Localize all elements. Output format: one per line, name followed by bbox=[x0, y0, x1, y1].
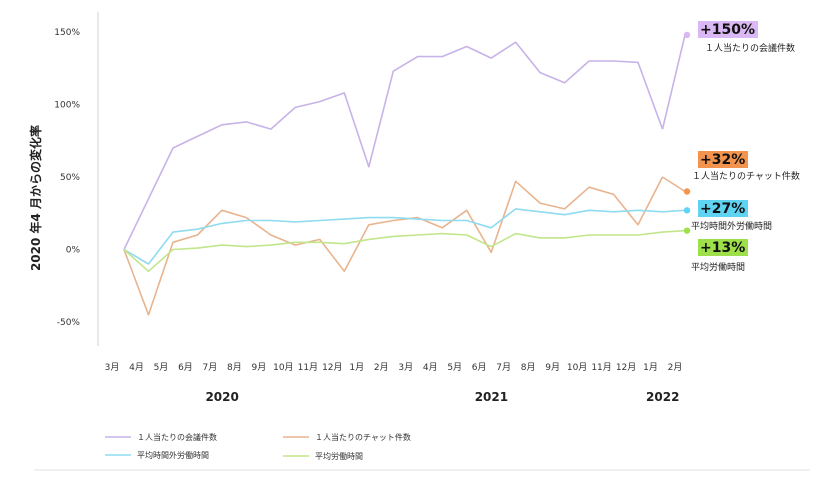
x-tick-label: 11月 bbox=[298, 362, 318, 373]
year-labels: 2020 2021 2022 bbox=[205, 390, 679, 404]
year-label: 2020 bbox=[205, 390, 238, 404]
x-tick-label: 7月 bbox=[203, 362, 218, 373]
series-line-end bbox=[661, 34, 686, 130]
change-badge bbox=[698, 239, 748, 256]
year-label: 2021 bbox=[475, 390, 508, 404]
y-tick-labels: 150% 100% 50% 0% -50% bbox=[54, 28, 80, 328]
y-axis-label: 2020 年4 月からの変化率 bbox=[28, 125, 43, 271]
x-tick-label: 11月 bbox=[591, 362, 611, 373]
change-badge-text: +150% bbox=[700, 22, 755, 38]
series-end-point bbox=[683, 188, 691, 195]
change-badge bbox=[698, 200, 748, 217]
x-tick-label: 4月 bbox=[423, 362, 438, 373]
year-label: 2022 bbox=[646, 390, 679, 404]
series-end-point bbox=[683, 31, 691, 39]
change-badge-text: +32% bbox=[700, 152, 745, 168]
x-tick-label: 5月 bbox=[154, 362, 169, 373]
x-tick-label: 2月 bbox=[668, 362, 683, 373]
x-tick-label: 4月 bbox=[129, 362, 144, 373]
y-tick-label: 100% bbox=[54, 101, 80, 111]
y-tick-label: 0% bbox=[66, 246, 81, 256]
x-tick-label: 9月 bbox=[252, 362, 267, 373]
series-end-name: 平均労働時間 bbox=[691, 261, 745, 273]
series-end-name: １人当たりの会議件数 bbox=[705, 42, 795, 54]
x-tick-label: 7月 bbox=[496, 362, 511, 373]
x-tick-label: 3月 bbox=[105, 362, 120, 373]
series-end-point bbox=[683, 207, 691, 214]
series-end-name: １人当たりのチャット件数 bbox=[692, 170, 800, 182]
legend-label: 平均時間外労働時間 bbox=[137, 450, 209, 460]
series-end-point bbox=[683, 227, 691, 234]
change-badge bbox=[698, 21, 758, 38]
change-badge bbox=[698, 151, 748, 168]
series-line bbox=[123, 208, 663, 265]
x-tick-label: 8月 bbox=[227, 362, 242, 373]
x-tick-label: 6月 bbox=[178, 362, 193, 373]
change-badge-text: +13% bbox=[700, 240, 745, 256]
change-badge-text: +27% bbox=[700, 201, 745, 217]
series-line bbox=[123, 176, 664, 316]
legend-label: 平均労働時間 bbox=[315, 451, 363, 461]
y-tick-label: 50% bbox=[60, 173, 80, 183]
series-line bbox=[123, 41, 664, 250]
series-end-markers: +150% １人当たりの会議件数 +32% １人当たりのチャット件数 +27% 平均時間外… bbox=[683, 21, 800, 273]
y-tick-label: 150% bbox=[54, 28, 80, 38]
x-tick-label: 10月 bbox=[567, 362, 587, 373]
legend-label: １人当たりのチャット件数 bbox=[315, 432, 411, 442]
series-line bbox=[123, 231, 663, 273]
x-tick-labels: 3月 4月 5月 6月 7月 8月 9月 10月 11月 12月 1月 2月 3月 4月 5月 6月 7月 8月 9… bbox=[105, 362, 683, 373]
x-tick-label: 10月 bbox=[273, 362, 293, 373]
y-tick-label: -50% bbox=[57, 318, 81, 328]
x-tick-label: 9月 bbox=[545, 362, 560, 373]
x-tick-label: 6月 bbox=[472, 362, 487, 373]
series-end-name: 平均時間外労働時間 bbox=[691, 220, 772, 232]
x-tick-label: 12月 bbox=[322, 362, 342, 373]
legend-label: １人当たりの会議件数 bbox=[137, 432, 217, 442]
x-tick-label: 2月 bbox=[374, 362, 389, 373]
x-tick-label: 8月 bbox=[521, 362, 536, 373]
series-line-end bbox=[662, 176, 686, 193]
series-lines bbox=[123, 34, 686, 316]
x-tick-label: 3月 bbox=[398, 362, 413, 373]
x-tick-label: 12月 bbox=[616, 362, 636, 373]
x-tick-label: 1月 bbox=[643, 362, 658, 373]
x-tick-label: 5月 bbox=[447, 362, 462, 373]
x-tick-label: 1月 bbox=[349, 362, 364, 373]
series-line-end bbox=[662, 209, 686, 213]
series-line-end bbox=[662, 229, 686, 233]
